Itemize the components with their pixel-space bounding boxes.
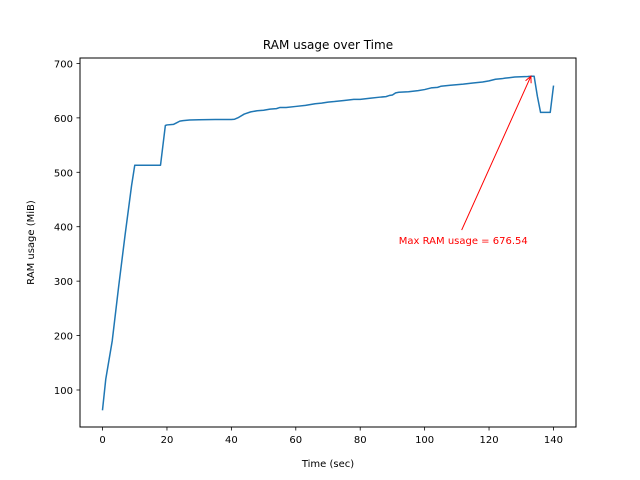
y-tick-label: 300 <box>54 277 73 288</box>
x-tick-label: 140 <box>544 435 563 446</box>
x-tick-label: 0 <box>99 435 105 446</box>
x-tick-label: 80 <box>354 435 367 446</box>
plot-frame <box>79 57 577 428</box>
max-annotation: Max RAM usage = 676.54 <box>399 75 532 247</box>
annotation-arrow-head <box>525 75 532 84</box>
x-axis: 0 20 40 60 80 100 120 140 <box>99 427 563 446</box>
y-axis: 100 200 300 400 500 600 700 <box>54 59 80 397</box>
x-tick-label: 40 <box>225 435 238 446</box>
y-tick-label: 200 <box>54 332 73 343</box>
y-tick-label: 700 <box>54 59 73 70</box>
annotation-label: Max RAM usage = 676.54 <box>399 236 528 247</box>
y-axis-label: RAM usage (MiB) <box>26 200 37 285</box>
annotation-arrow-line <box>461 76 532 231</box>
y-tick-label: 400 <box>54 223 73 234</box>
x-tick-label: 20 <box>161 435 174 446</box>
y-tick-label: 100 <box>54 386 73 397</box>
chart-title: RAM usage over Time <box>263 38 393 52</box>
x-tick-label: 120 <box>479 435 498 446</box>
y-tick-label: 500 <box>54 168 73 179</box>
y-tick-label: 600 <box>54 114 73 125</box>
x-axis-label: Time (sec) <box>301 459 354 470</box>
ram-usage-line <box>101 75 555 411</box>
x-tick-label: 100 <box>415 435 434 446</box>
x-tick-label: 60 <box>289 435 302 446</box>
